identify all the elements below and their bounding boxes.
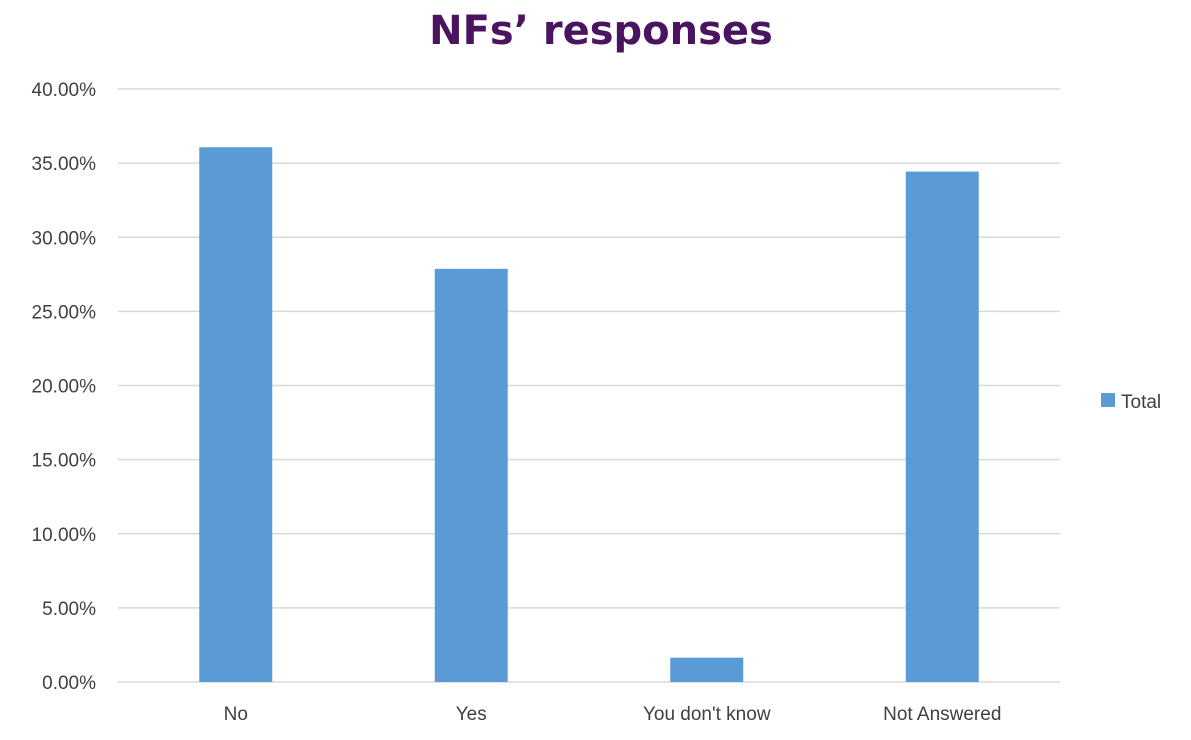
bar-not-answered bbox=[905, 171, 979, 682]
y-tick-label: 40.00% bbox=[32, 80, 97, 101]
y-tick-label: 30.00% bbox=[32, 228, 97, 249]
x-category-label: You don't know bbox=[643, 704, 771, 725]
y-tick-label: 25.00% bbox=[32, 302, 97, 323]
x-category-label: No bbox=[224, 704, 248, 725]
y-tick-label: 35.00% bbox=[32, 154, 97, 175]
bar-yes bbox=[434, 268, 508, 682]
y-tick-label: 20.00% bbox=[32, 377, 97, 398]
legend: Total bbox=[1101, 392, 1161, 413]
y-tick-label: 0.00% bbox=[42, 673, 96, 694]
bar-no bbox=[199, 147, 273, 682]
legend-label-total: Total bbox=[1121, 392, 1161, 413]
x-axis-category-labels: No Yes You don't know Not Answered bbox=[224, 704, 1002, 725]
x-category-label: Yes bbox=[456, 704, 487, 725]
bar-you-don-t-know bbox=[670, 657, 744, 682]
y-axis-tick-labels: 0.00% 5.00% 10.00% 15.00% 20.00% 25.00% 30.00%… bbox=[32, 80, 97, 694]
y-tick-label: 5.00% bbox=[42, 599, 96, 620]
x-category-label: Not Answered bbox=[883, 704, 1001, 725]
chart-title: NFs’ responses bbox=[429, 8, 773, 54]
gridlines bbox=[118, 88, 1060, 683]
legend-swatch-total bbox=[1101, 393, 1115, 407]
bars bbox=[199, 147, 979, 682]
y-tick-label: 10.00% bbox=[32, 525, 97, 546]
y-tick-label: 15.00% bbox=[32, 451, 97, 472]
